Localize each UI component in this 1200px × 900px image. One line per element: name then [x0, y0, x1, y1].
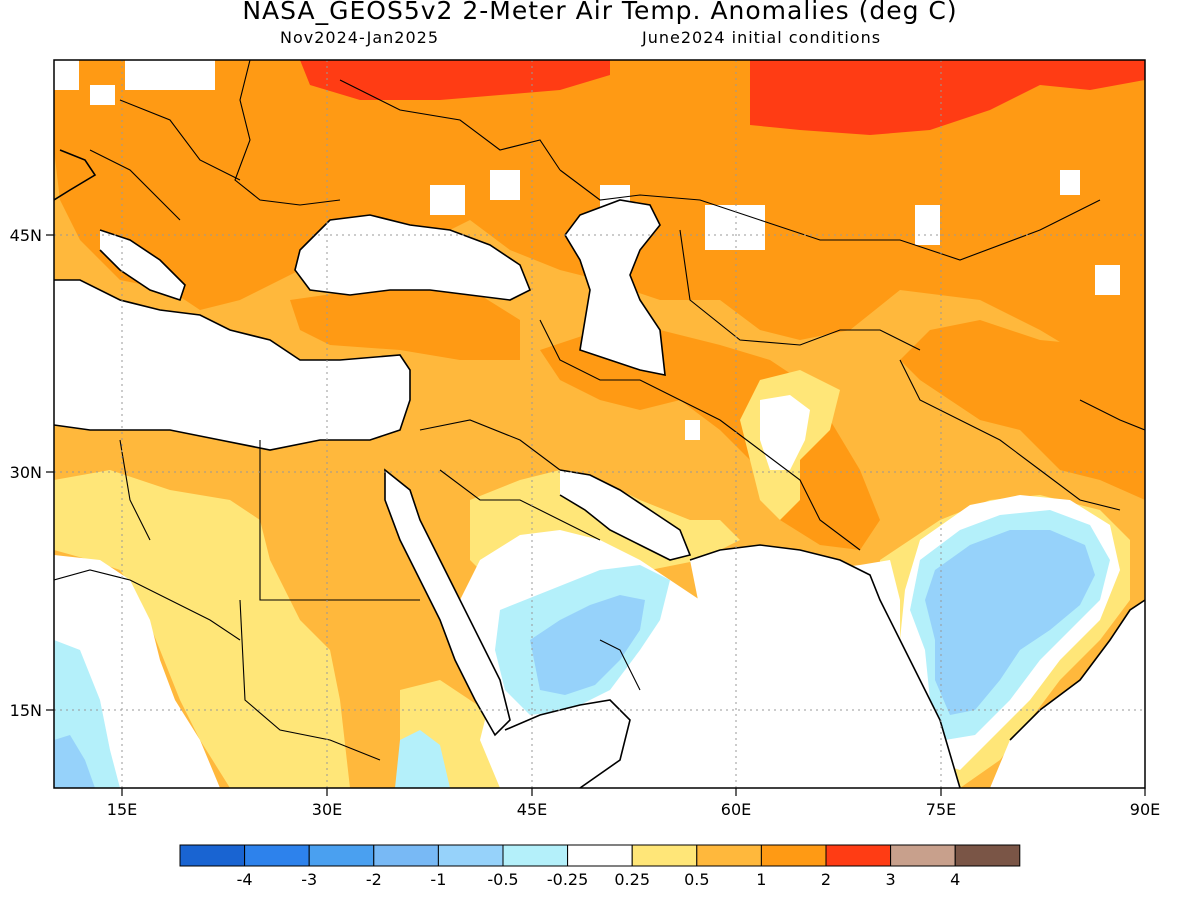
no-data-block [1060, 170, 1080, 195]
colorbar-label: 3 [886, 870, 896, 889]
colorbar-swatch [567, 844, 633, 867]
anomaly-cooler-arabia [530, 595, 645, 695]
colorbar-label: -1 [430, 870, 446, 889]
no-data-block [90, 85, 115, 105]
no-data-block [685, 420, 700, 440]
lon-tick-label: 15E [107, 800, 137, 819]
no-data-block [125, 60, 215, 90]
no-data-block [430, 185, 465, 215]
colorbar-swatch [437, 844, 504, 867]
anomaly-cool-horn [395, 730, 450, 788]
no-data-block [490, 170, 520, 200]
colorbar-label: -0.5 [487, 870, 518, 889]
colorbar-label: -0.25 [547, 870, 588, 889]
caspian-sea [565, 200, 665, 375]
colorbar-label: 4 [950, 870, 960, 889]
coastlines [54, 149, 1145, 788]
country-borders [54, 60, 1145, 761]
lon-tick-label: 30E [312, 800, 342, 819]
adriatic-sea [100, 230, 185, 300]
gridlines [54, 60, 1145, 788]
lat-tick-label: 45N [10, 226, 42, 245]
colorbar-label: -3 [301, 870, 317, 889]
initial-conditions: June2024 initial conditions [642, 28, 882, 47]
colorbar-label: 0.5 [684, 870, 709, 889]
map-frame [53, 59, 1146, 789]
no-data-block [1095, 265, 1120, 295]
lon-tick-label: 60E [721, 800, 751, 819]
lat-tick-label: 30N [10, 463, 42, 482]
arabian-sea [610, 545, 960, 788]
colorbar-swatch [954, 844, 1021, 867]
colorbar-label: 1 [756, 870, 766, 889]
colorbar: -4 -3 -2 -1 -0.5 -0.25 0.25 0.5 1 2 3 4 [179, 844, 1021, 889]
lon-tick-label: 75E [926, 800, 956, 819]
map-title: NASA_GEOS5v2 2-Meter Air Temp. Anomalies… [242, 0, 958, 25]
colorbar-swatch [244, 844, 310, 867]
colorbar-label: -2 [366, 870, 382, 889]
anomaly-neutral-pakistan [760, 395, 810, 470]
red-sea [385, 470, 510, 735]
no-data-block [915, 205, 940, 245]
gulf-of-aden [505, 700, 630, 788]
colorbar-label: -4 [237, 870, 253, 889]
anomaly-warm-strong-turkey [290, 285, 520, 360]
colorbar-swatch [825, 844, 892, 867]
colorbar-label: 2 [821, 870, 831, 889]
colorbar-swatch [631, 844, 698, 867]
anomaly-weak-warm-africa [54, 470, 350, 788]
anomaly-warm-strong-east [900, 320, 1145, 500]
colorbar-swatch [696, 844, 762, 867]
colorbar-swatch [373, 844, 439, 867]
anomaly-very-warm-siberia [750, 60, 1145, 135]
axis-ticks [46, 234, 1146, 796]
persian-gulf [560, 470, 690, 560]
colorbar-swatch [308, 844, 375, 867]
mediterranean-sea [54, 280, 410, 450]
anomaly-cooler-west-africa [54, 735, 95, 788]
lon-tick-label: 45E [517, 800, 547, 819]
colorbar-swatch [179, 844, 246, 867]
black-sea [295, 215, 530, 300]
no-data-block [54, 60, 79, 90]
lat-tick-label: 15N [10, 701, 42, 720]
bay-of-bengal [990, 600, 1145, 788]
anomaly-cooler-india [925, 530, 1095, 715]
colorbar-swatch [760, 844, 827, 867]
forecast-period: Nov2024-Jan2025 [280, 28, 439, 47]
colorbar-label: 0.25 [614, 870, 650, 889]
no-data-block [705, 205, 765, 250]
colorbar-swatch [502, 844, 569, 867]
colorbar-swatch [890, 844, 956, 867]
lon-tick-label: 90E [1130, 800, 1160, 819]
